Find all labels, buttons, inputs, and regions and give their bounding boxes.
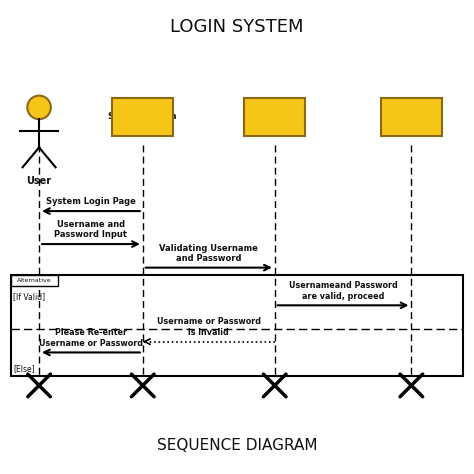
Text: Alternative: Alternative <box>17 278 52 283</box>
FancyBboxPatch shape <box>244 98 305 136</box>
Text: LOGIN SYSTEM: LOGIN SYSTEM <box>170 18 304 36</box>
FancyBboxPatch shape <box>112 98 173 136</box>
Text: Usernameand Password
are valid, proceed: Usernameand Password are valid, proceed <box>289 281 397 301</box>
Text: User
Accounts
Database: User Accounts Database <box>251 102 299 132</box>
FancyBboxPatch shape <box>381 98 442 136</box>
Text: SEQUENCE DIAGRAM: SEQUENCE DIAGRAM <box>157 438 317 453</box>
Text: Username or Password
is invalid: Username or Password is invalid <box>157 318 261 337</box>
Text: System Login Page: System Login Page <box>46 197 136 206</box>
Text: Validating Username
and Password: Validating Username and Password <box>159 244 258 263</box>
Text: [If Valid]: [If Valid] <box>13 292 46 301</box>
Text: System
Dashboard: System Dashboard <box>384 107 439 127</box>
Text: [Else]: [Else] <box>13 364 35 373</box>
Circle shape <box>27 96 51 119</box>
Text: Please Re-enter
Username or Password: Please Re-enter Username or Password <box>39 328 143 348</box>
FancyBboxPatch shape <box>11 275 58 286</box>
Text: User: User <box>27 176 52 186</box>
Text: System Login: System Login <box>109 112 177 121</box>
Text: Username and
Password Input: Username and Password Input <box>55 220 128 239</box>
